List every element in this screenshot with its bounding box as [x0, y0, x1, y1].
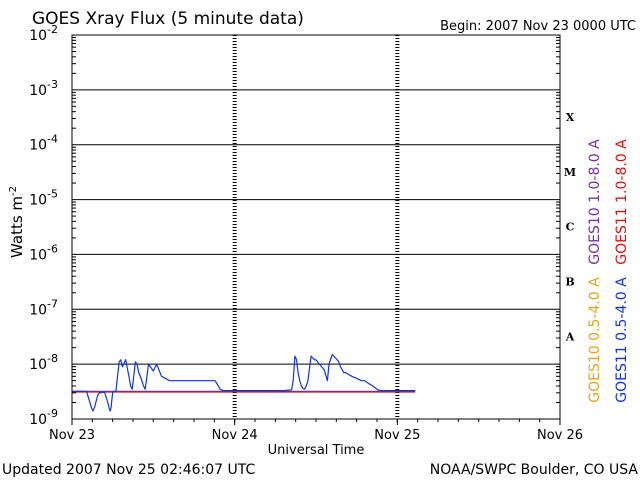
flare-class-label: M	[564, 166, 576, 179]
data-series	[72, 353, 416, 412]
y-tick-base: 10	[29, 412, 47, 428]
y-tick-base: 10	[29, 193, 47, 209]
y-tick-base: 10	[29, 83, 47, 99]
y-tick-base: 10	[29, 357, 47, 373]
flare-class-label: C	[566, 221, 575, 234]
y-tick-label: 10-4	[29, 133, 58, 154]
y-tick-label: 10-2	[29, 23, 58, 44]
y-tick-label: 10-9	[29, 407, 58, 428]
grid-lines	[72, 34, 560, 420]
axes	[71, 34, 561, 425]
x-axis-label: Universal Time	[268, 443, 365, 458]
y-tick-exponent: -7	[47, 297, 58, 310]
y-tick-exponent: -3	[47, 78, 58, 91]
y-tick-base: 10	[29, 302, 47, 318]
y-tick-label: 10-5	[29, 188, 58, 209]
flare-class-label: A	[565, 330, 575, 343]
legend-entry: GOES11 1.0-8.0 A	[614, 139, 630, 265]
x-tick-label: Nov 24	[212, 428, 258, 443]
y-tick-exponent: -5	[47, 188, 58, 201]
legend: GOES10 1.0-8.0 A GOES11 1.0-8.0 A GOES10 0…	[587, 139, 630, 403]
y-tick-exponent: -9	[47, 407, 58, 420]
y-tick-label: 10-6	[29, 242, 58, 263]
legend-entry: GOES11 0.5-4.0 A	[614, 277, 630, 403]
y-tick-base: 10	[29, 138, 47, 154]
plot-frame	[71, 34, 561, 420]
chart-title: GOES Xray Flux (5 minute data)	[32, 9, 304, 29]
begin-label: Begin: 2007 Nov 23 0000 UTC	[440, 19, 636, 34]
y-tick-label: 10-7	[29, 297, 58, 318]
y-axis-label-text: Watts m	[8, 196, 26, 258]
y-tick-base: 10	[29, 28, 47, 44]
x-tick-label: Nov 26	[537, 428, 583, 443]
y-tick-exponent: -2	[47, 23, 58, 36]
x-tick-label: Nov 25	[374, 428, 420, 443]
flare-class-label: B	[565, 276, 574, 289]
footer-credit: NOAA/SWPC Boulder, CO USA	[430, 462, 639, 478]
legend-entry: GOES10 1.0-8.0 A	[587, 139, 603, 265]
flare-class-label: X	[566, 111, 575, 124]
y-tick-exponent: -8	[47, 352, 58, 365]
y-tick-label: 10-3	[29, 78, 58, 99]
y-tick-label: 10-8	[29, 352, 58, 373]
series-line	[72, 353, 416, 412]
y-axis-label: Watts m-2	[8, 186, 26, 258]
y-axis-label-exponent: -2	[8, 186, 19, 196]
y-tick-exponent: -4	[47, 133, 58, 146]
x-tick-label: Nov 23	[49, 428, 95, 443]
y-tick-exponent: -6	[47, 242, 58, 255]
y-tick-base: 10	[29, 247, 47, 263]
legend-entry: GOES10 0.5-4.0 A	[587, 277, 603, 403]
footer-updated: Updated 2007 Nov 25 02:46:07 UTC	[2, 462, 255, 478]
